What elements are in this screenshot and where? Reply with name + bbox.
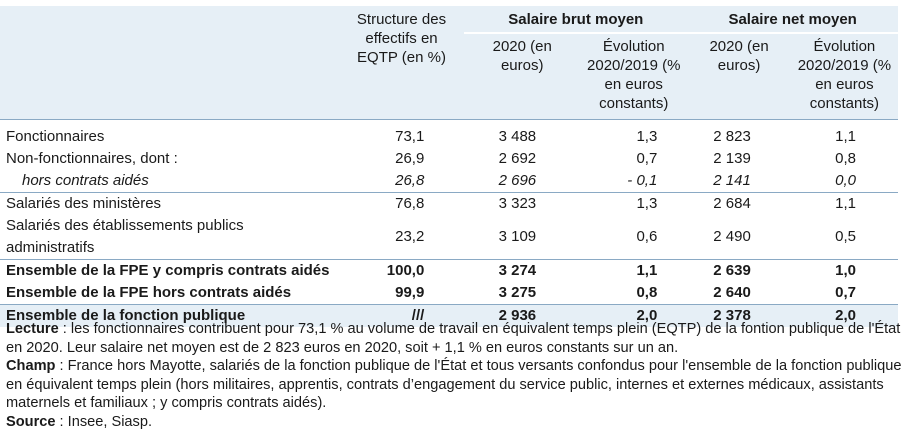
row-label: hors contrats aidés <box>22 172 149 189</box>
cell-brut: 3 275 <box>498 284 537 301</box>
cell-net: 2 639 <box>687 259 791 282</box>
cell-brut: 3 109 <box>498 228 537 245</box>
header-brut-year: 2020 (en euros) <box>464 33 581 120</box>
cell-net-evolution: 0,7 <box>835 284 856 301</box>
note-source: Source : Insee, Siasp. <box>6 413 902 432</box>
cell-brut-evolution: 0,7 <box>636 150 658 167</box>
cell-brut-evolution: 1,3 <box>580 119 688 148</box>
note-source-text: : Insee, Siasp. <box>55 413 153 430</box>
note-lecture-text: : les fonctionnaires contribuent pour 73… <box>6 321 901 356</box>
table-row: hors contrats aidés 26,8 2 696 - 0,1 2 1… <box>0 170 898 193</box>
cell-brut-evolution: 1,3 <box>580 192 688 215</box>
cell-net: 2 490 <box>713 228 751 245</box>
row-label: Salariés des ministères <box>0 192 339 215</box>
cell-net: 2 378 <box>687 304 791 327</box>
cell-net: 2 640 <box>713 284 751 301</box>
note-source-label: Source <box>6 413 56 430</box>
table-row: Salariés des établissements publics admi… <box>0 215 898 260</box>
cell-brut-evolution: 2,0 <box>580 304 688 327</box>
header-brut-evolution: Évolution 2020/2019 (% en euros constant… <box>580 33 688 120</box>
table-body: Fonctionnaires 73,1 3 488 1,3 2 823 1,1 … <box>0 119 898 327</box>
cell-eqtp: 73,1 <box>338 119 465 148</box>
cell-brut: 2 696 <box>498 172 537 189</box>
note-lecture-label: Lecture <box>6 321 59 337</box>
note-champ-text: : France hors Mayotte, salariés de la fo… <box>6 358 902 411</box>
cell-eqtp: 26,8 <box>395 172 425 189</box>
cell-eqtp: /// <box>338 304 465 327</box>
cell-brut-evolution: 0,8 <box>636 284 658 301</box>
cell-brut-evolution: 0,6 <box>636 228 658 245</box>
salary-table: Structure des effectifs en EQTP (en %) S… <box>0 6 898 327</box>
cell-brut: 3 274 <box>464 259 581 282</box>
cell-brut-evolution: 1,1 <box>580 259 688 282</box>
row-label: Ensemble de la fonction publique <box>0 304 339 327</box>
header-net-evolution: Évolution 2020/2019 (% en euros constant… <box>790 33 898 120</box>
cell-net-evolution: 2,0 <box>790 304 898 327</box>
cell-net-evolution: 1,1 <box>790 119 898 148</box>
table-row: Ensemble de la fonction publique /// 2 9… <box>0 304 898 327</box>
cell-net-evolution: 0,0 <box>835 172 856 189</box>
header-label-column <box>0 6 339 120</box>
table-row: Salariés des ministères 76,8 3 323 1,3 2… <box>0 192 898 215</box>
cell-net-evolution: 1,0 <box>790 259 898 282</box>
header-net-year: 2020 (en euros) <box>687 33 791 120</box>
cell-brut: 2 936 <box>464 304 581 327</box>
cell-brut: 2 692 <box>498 150 537 167</box>
cell-brut-evolution: - 0,1 <box>627 172 658 189</box>
cell-net: 2 823 <box>687 119 791 148</box>
row-label: Salariés des établissements publics admi… <box>6 217 244 256</box>
cell-eqtp: 23,2 <box>395 228 425 245</box>
header-brut-group: Salaire brut moyen <box>464 6 688 34</box>
table-header: Structure des effectifs en EQTP (en %) S… <box>0 6 898 120</box>
table-row: Ensemble de la FPE y compris contrats ai… <box>0 259 898 282</box>
row-label: Non-fonctionnaires, dont : <box>6 150 178 167</box>
cell-net-evolution: 0,5 <box>835 228 856 245</box>
cell-brut: 3 323 <box>464 192 581 215</box>
table-notes: Lecture : les fonctionnaires contribuent… <box>6 320 902 431</box>
row-label: Fonctionnaires <box>0 119 339 148</box>
row-label: Ensemble de la FPE y compris contrats ai… <box>0 259 339 282</box>
cell-net: 2 139 <box>713 150 751 167</box>
header-structure: Structure des effectifs en EQTP (en %) <box>338 6 465 120</box>
cell-eqtp: 99,9 <box>395 284 425 301</box>
cell-brut: 3 488 <box>464 119 581 148</box>
cell-net-evolution: 0,8 <box>835 150 856 167</box>
table-row: Fonctionnaires 73,1 3 488 1,3 2 823 1,1 <box>0 119 898 148</box>
cell-eqtp: 100,0 <box>338 259 465 282</box>
cell-net-evolution: 1,1 <box>790 192 898 215</box>
cell-net: 2 684 <box>687 192 791 215</box>
header-net-group: Salaire net moyen <box>687 6 898 34</box>
note-champ: Champ : France hors Mayotte, salariés de… <box>6 357 902 413</box>
cell-eqtp: 76,8 <box>338 192 465 215</box>
table-row: Non-fonctionnaires, dont : 26,9 2 692 0,… <box>0 148 898 170</box>
row-label: Ensemble de la FPE hors contrats aidés <box>6 284 292 301</box>
table-row: Ensemble de la FPE hors contrats aidés 9… <box>0 282 898 305</box>
note-champ-label: Champ <box>6 358 56 374</box>
note-lecture: Lecture : les fonctionnaires contribuent… <box>6 320 902 357</box>
cell-eqtp: 26,9 <box>395 150 425 167</box>
cell-net: 2 141 <box>713 172 751 189</box>
